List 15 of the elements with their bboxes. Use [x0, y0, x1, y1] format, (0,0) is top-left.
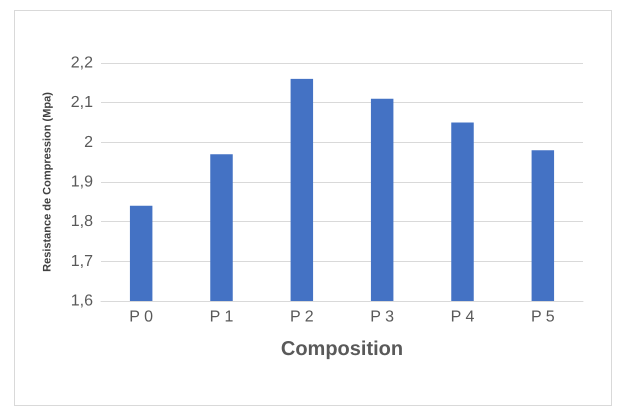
x-tick-label: P 0 — [129, 308, 154, 326]
x-tick-label: P 3 — [370, 308, 394, 326]
y-tick-label: 1,6 — [70, 292, 94, 310]
y-tick-label: 1,9 — [70, 174, 94, 190]
x-tick-label: P 4 — [450, 308, 474, 326]
y-axis-title: Resistance de Compression (Mpa) — [42, 92, 54, 272]
x-axis-title: Composition — [280, 338, 404, 360]
y-tick-label: 2,2 — [70, 54, 94, 72]
y-tick-label: 2 — [84, 134, 94, 151]
y-tick-label: 1,8 — [70, 213, 94, 230]
x-tick-label: P 2 — [290, 308, 314, 326]
x-tick-label: P 5 — [530, 308, 555, 326]
y-tick-label: 2,1 — [70, 94, 94, 112]
x-tick-label: P 1 — [210, 308, 234, 326]
y-tick-label: 1,7 — [70, 252, 94, 270]
